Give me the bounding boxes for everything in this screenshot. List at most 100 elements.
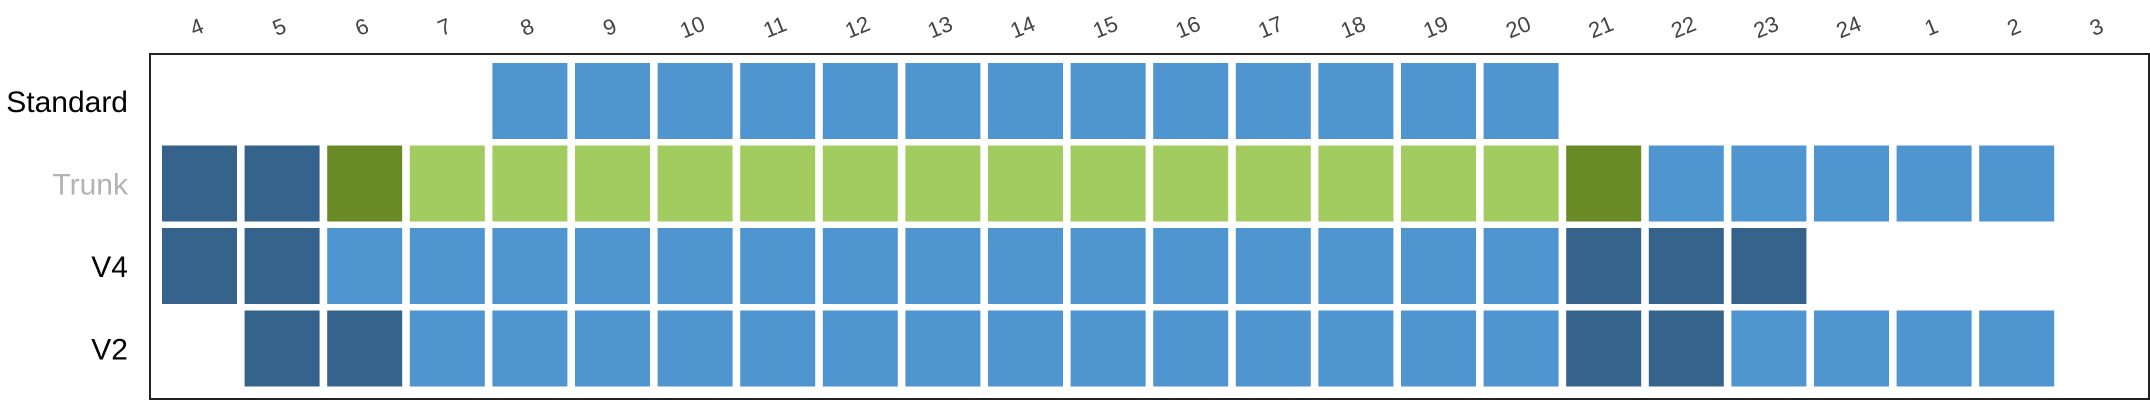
heatmap-cell: [988, 145, 1063, 222]
x-tick-label: 18: [1337, 11, 1369, 43]
heatmap-cell: [1566, 228, 1642, 304]
heatmap-cell: [1896, 145, 1972, 222]
heatmap-cell: [1318, 228, 1394, 304]
heatmap-cell: [1566, 145, 1642, 222]
heatmap-cell: [1070, 63, 1146, 139]
heatmap-cell: [1235, 310, 1311, 387]
heatmap-cell: [492, 228, 568, 304]
heatmap-cell: [1814, 145, 1889, 222]
heatmap-cell: [162, 228, 237, 304]
heatmap-cell: [1401, 145, 1476, 222]
x-tick-label: 1: [1921, 13, 1942, 41]
x-tick-label: 6: [352, 13, 373, 41]
heatmap-cell: [1483, 63, 1559, 139]
heatmap-cell: [740, 228, 816, 304]
x-tick-label: 7: [434, 13, 455, 41]
heatmap-cell: [657, 145, 733, 222]
heatmap-cell: [409, 228, 485, 304]
heatmap-cell: [575, 228, 650, 304]
y-axis-labels: Standard Trunk V4 V2: [6, 86, 129, 367]
x-tick-label: 4: [186, 13, 207, 41]
row-label: V2: [91, 334, 128, 367]
heatmap-cell: [1731, 310, 1807, 387]
x-tick-label: 16: [1172, 11, 1204, 43]
heatmap-cell: [740, 145, 816, 222]
heatmap-cell: [1648, 145, 1724, 222]
x-tick-label: 15: [1089, 11, 1121, 43]
heatmap-cell: [244, 145, 320, 222]
heatmap-cell: [1153, 145, 1229, 222]
x-tick-label: 10: [676, 11, 708, 43]
heatmap-cell: [1648, 310, 1724, 387]
heatmap-cell: [988, 63, 1063, 139]
row-label: V4: [91, 251, 128, 284]
x-tick-label: 2: [2004, 13, 2025, 41]
heatmap-cell: [657, 310, 733, 387]
heatmap-cell: [988, 228, 1063, 304]
heatmap-cell: [327, 310, 403, 387]
heatmap-cell: [822, 63, 898, 139]
heatmap-cell: [1731, 228, 1807, 304]
heatmap-cell: [1070, 145, 1146, 222]
heatmap-cell: [657, 63, 733, 139]
x-tick-label: 13: [924, 11, 956, 43]
heatmap-cell: [1566, 310, 1642, 387]
heatmap-cell: [822, 145, 898, 222]
x-tick-label: 9: [599, 13, 620, 41]
heatmap-cell: [244, 228, 320, 304]
heatmap-cell: [1401, 228, 1476, 304]
heatmap-cell: [1318, 63, 1394, 139]
heatmap-cell: [1235, 63, 1311, 139]
heatmap-cell: [327, 145, 403, 222]
heatmap-cell: [1483, 228, 1559, 304]
heatmap-cell: [1648, 228, 1724, 304]
x-tick-label: 22: [1667, 11, 1699, 43]
heatmap-cell: [1318, 145, 1394, 222]
heatmap-cell: [822, 228, 898, 304]
x-tick-label: 8: [517, 13, 538, 41]
heatmap-cell: [1235, 145, 1311, 222]
heatmap-cell: [327, 228, 403, 304]
heatmap-cell: [1070, 228, 1146, 304]
heatmap-cell: [1979, 310, 2055, 387]
heatmap-cell: [575, 63, 650, 139]
heatmap-cell: [1731, 145, 1807, 222]
heatmap-cell: [822, 310, 898, 387]
x-tick-label: 17: [1254, 11, 1286, 43]
x-tick-label: 14: [1007, 11, 1039, 43]
x-tick-label: 3: [2086, 13, 2107, 41]
heatmap-cell: [409, 310, 485, 387]
heatmap-cell: [1153, 228, 1229, 304]
heatmap-cell: [988, 310, 1063, 387]
heatmap-cell: [905, 228, 981, 304]
heatmap-cell: [1483, 145, 1559, 222]
heatmap-cell: [1235, 228, 1311, 304]
x-tick-label: 21: [1585, 11, 1617, 43]
heatmap-cell: [244, 310, 320, 387]
x-tick-label: 19: [1420, 11, 1452, 43]
heatmap-cell: [657, 228, 733, 304]
heatmap-cell: [492, 63, 568, 139]
heatmap-cell: [1153, 63, 1229, 139]
heatmap-cell: [575, 145, 650, 222]
x-tick-label: 5: [269, 13, 290, 41]
heatmap-cell: [1401, 63, 1476, 139]
x-tick-label: 23: [1750, 11, 1782, 43]
heatmap-cell: [1896, 310, 1972, 387]
x-tick-label: 24: [1833, 11, 1865, 43]
heatmap-cell: [409, 145, 485, 222]
heatmap-cell: [740, 63, 816, 139]
row-label: Standard: [6, 86, 128, 119]
heatmap-cell: [905, 145, 981, 222]
x-tick-label: 12: [841, 11, 873, 43]
heatmap-cell: [1401, 310, 1476, 387]
x-tick-label: 11: [760, 11, 791, 43]
heatmap-cell: [1318, 310, 1394, 387]
heatmap-cell: [1070, 310, 1146, 387]
heatmap-cell: [162, 145, 237, 222]
heatmap-cell: [740, 310, 816, 387]
plot-frame: [149, 53, 2150, 400]
heatmap-cell: [1153, 310, 1229, 387]
